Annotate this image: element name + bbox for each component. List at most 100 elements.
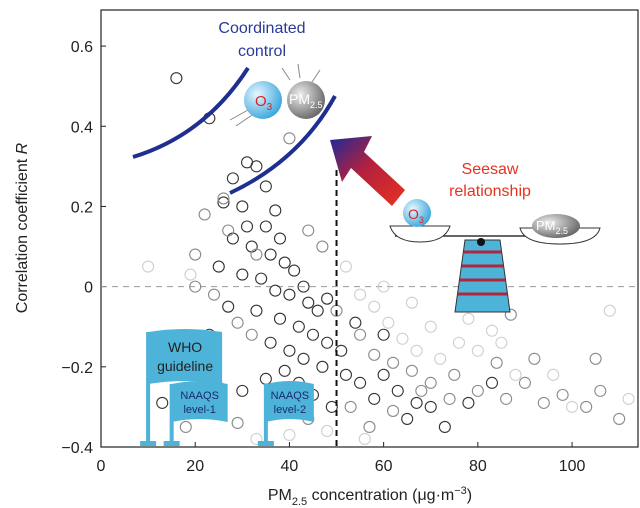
pm-ball [287, 81, 325, 119]
point [283, 132, 296, 145]
x-axis-label-sub: 2.5 [292, 496, 307, 508]
point [354, 288, 367, 301]
point [405, 296, 418, 309]
point [278, 256, 291, 269]
point [358, 432, 371, 446]
pm-sub: 2.5 [556, 226, 569, 236]
point [424, 320, 437, 333]
o3-sub: 3 [267, 102, 273, 113]
point [231, 416, 244, 429]
point [528, 352, 541, 365]
flag-label: NAAQS [271, 390, 310, 402]
o3-sub: 3 [419, 215, 424, 225]
point [377, 368, 390, 381]
flag-label: guideline [157, 358, 213, 374]
point [613, 412, 626, 425]
point [325, 400, 338, 413]
point [292, 320, 305, 333]
pm-ball [532, 214, 580, 238]
point [589, 352, 602, 365]
point [339, 260, 352, 273]
scale-pan [389, 225, 451, 243]
flag [148, 329, 223, 384]
point [156, 396, 169, 409]
point [391, 384, 404, 397]
point [509, 368, 522, 381]
point [405, 364, 418, 377]
x-tick-label: 100 [559, 458, 586, 475]
point [490, 356, 503, 369]
point [226, 172, 239, 185]
point [448, 368, 461, 381]
point [424, 376, 437, 389]
point [622, 392, 635, 405]
point [236, 200, 249, 213]
point [184, 268, 197, 281]
point [368, 348, 381, 361]
point [179, 420, 192, 434]
x-axis-label: concentration (μg·m [307, 487, 454, 504]
point [255, 272, 268, 285]
point [311, 304, 324, 317]
point [306, 328, 320, 341]
point [142, 260, 155, 273]
point [231, 316, 244, 329]
point [410, 396, 423, 409]
point [471, 384, 484, 397]
o3-label: O3 [255, 93, 273, 113]
pm-label: PM2.5 [536, 218, 568, 236]
point [377, 328, 390, 341]
point [250, 160, 263, 173]
ball-lines [229, 63, 321, 127]
point [212, 260, 225, 273]
point [438, 420, 451, 434]
point [297, 352, 310, 365]
scale-pivot [477, 238, 485, 246]
point [396, 332, 409, 345]
point [278, 364, 291, 377]
flag [171, 381, 228, 422]
y-tick-label: 0 [84, 280, 93, 297]
point [368, 300, 381, 313]
point [387, 404, 400, 417]
point [452, 336, 466, 349]
point [208, 288, 221, 301]
point [316, 240, 329, 253]
point [264, 248, 277, 261]
flag [265, 381, 314, 422]
point [273, 312, 287, 325]
point [321, 424, 334, 438]
x-tick-label: 0 [97, 458, 106, 475]
point [495, 336, 508, 349]
point [547, 368, 560, 381]
flag-label: level-1 [183, 404, 215, 416]
o3-ball [244, 81, 282, 119]
point [250, 304, 263, 317]
point [283, 344, 296, 357]
point [302, 224, 315, 237]
point [424, 400, 437, 413]
point [580, 400, 593, 413]
point [259, 372, 272, 385]
point [264, 336, 277, 349]
point [217, 192, 230, 205]
point [245, 240, 258, 253]
y-tick-label: −0.4 [61, 440, 93, 457]
arc [229, 95, 337, 195]
point [415, 384, 428, 397]
flag-base [257, 441, 274, 446]
point [363, 420, 376, 434]
annotation: Seesaw [462, 161, 519, 178]
flag-label: NAAQS [180, 390, 219, 402]
point [259, 220, 272, 233]
point [500, 392, 513, 405]
point [198, 208, 211, 221]
point [170, 72, 183, 85]
point [485, 376, 499, 389]
point [387, 356, 400, 369]
point [222, 300, 235, 313]
point [485, 324, 499, 337]
x-axis-label: PM2.5 concentration (μg·m−3) [268, 485, 472, 508]
point [321, 336, 334, 349]
